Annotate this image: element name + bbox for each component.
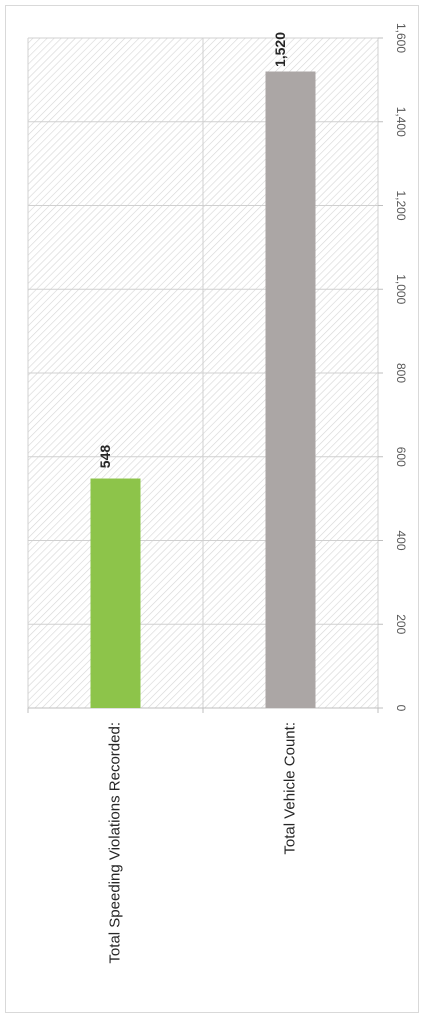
bars	[90, 71, 316, 708]
data-label-1: 548	[97, 445, 113, 469]
tick-label-1600: 1,600	[394, 23, 408, 53]
value-axis: 0 200 400 600 800 1,000 1,200 1,400 1,600	[27, 23, 408, 713]
category-label-1: Total Speeding Violations Recorded:	[106, 722, 123, 964]
tick-label-0: 0	[394, 705, 408, 712]
tick-label-1200: 1,200	[394, 190, 408, 220]
tick-label-1400: 1,400	[394, 107, 408, 137]
data-label-2: 1,520	[272, 32, 288, 67]
gridlines	[27, 37, 379, 709]
tick-label-1000: 1,000	[394, 274, 408, 304]
category-label-2: Total Vehicle Count:	[281, 722, 298, 855]
tick-label-400: 400	[394, 530, 408, 550]
bar-1	[90, 478, 141, 708]
category-labels: Total Speeding Violations Recorded: Total…	[106, 722, 298, 964]
tick-label-200: 200	[394, 614, 408, 634]
tick-label-800: 800	[394, 363, 408, 383]
bar-2	[265, 71, 316, 708]
tick-label-600: 600	[394, 447, 408, 467]
data-labels: 548 1,520	[97, 32, 288, 468]
